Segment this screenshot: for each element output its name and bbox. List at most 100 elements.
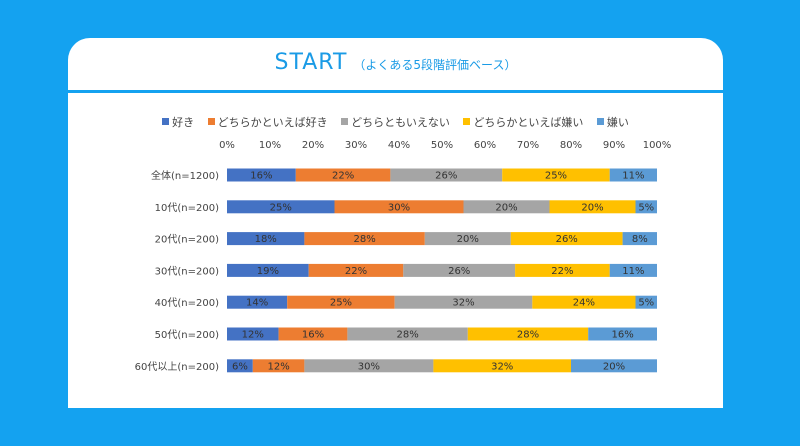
- bar-segment: [227, 327, 279, 341]
- category-label: 20代(n=200): [155, 234, 219, 246]
- bar-segment: [433, 359, 571, 373]
- legend-swatch: [341, 118, 349, 125]
- x-tick-label: 0%: [219, 140, 235, 151]
- bar-segment: [532, 295, 636, 309]
- category-label: 50代(n=200): [155, 329, 219, 341]
- category-label: 40代(n=200): [155, 297, 219, 309]
- data-label: 16%: [302, 330, 324, 341]
- legend-swatch: [207, 118, 215, 125]
- bar-segment: [227, 200, 335, 214]
- legend-item: 嫌い: [596, 114, 629, 130]
- data-label: 30%: [358, 361, 380, 372]
- legend-label: 好き: [172, 116, 195, 129]
- data-label: 20%: [603, 361, 625, 372]
- bar-segment: [227, 232, 305, 246]
- title-subtitle: （よくある5段階評価ベース）: [353, 58, 517, 72]
- data-label: 32%: [491, 361, 513, 372]
- bar-segment: [510, 232, 623, 246]
- category-label: 60代以上(n=200): [135, 361, 219, 373]
- data-label: 18%: [255, 234, 277, 245]
- x-tick-label: 60%: [474, 140, 496, 151]
- bar-segment: [287, 295, 395, 309]
- title-divider: [68, 90, 723, 93]
- bar-segment: [227, 168, 296, 182]
- data-label: 20%: [457, 234, 479, 245]
- x-tick-label: 90%: [603, 140, 625, 151]
- bar-segment: [308, 263, 404, 277]
- legend-swatch: [463, 118, 471, 125]
- x-tick-label: 70%: [517, 140, 539, 151]
- bar-segment: [609, 168, 657, 182]
- category-label: 全体(n=1200): [151, 169, 219, 182]
- data-label: 28%: [517, 330, 539, 341]
- bar-segment: [295, 168, 391, 182]
- bar-segment: [588, 327, 657, 341]
- x-tick-label: 20%: [302, 140, 324, 151]
- data-label: 26%: [435, 171, 457, 182]
- bar-segment: [515, 263, 610, 277]
- data-label: 28%: [396, 330, 418, 341]
- data-label: 5%: [638, 298, 654, 309]
- data-label: 16%: [611, 330, 633, 341]
- data-label: 20%: [581, 202, 603, 213]
- legend-label: どちらともいえない: [351, 116, 450, 129]
- bar-segment: [502, 168, 610, 182]
- x-tick-label: 80%: [560, 140, 582, 151]
- bar-segment: [252, 359, 305, 373]
- bar-segment: [549, 200, 636, 214]
- bar-segment: [635, 200, 657, 214]
- legend-item: どちらかといえば好き: [207, 114, 328, 130]
- data-label: 19%: [257, 266, 279, 277]
- data-label: 22%: [551, 266, 573, 277]
- data-label: 11%: [622, 171, 644, 182]
- x-tick-label: 30%: [345, 140, 367, 151]
- bar-segment: [571, 359, 657, 373]
- bar-segment: [403, 263, 516, 277]
- bar-segment: [467, 327, 589, 341]
- legend-label: 嫌い: [606, 116, 629, 129]
- bar-segment: [334, 200, 464, 214]
- x-tick-label: 10%: [259, 140, 281, 151]
- data-label: 25%: [545, 171, 567, 182]
- legend-swatch: [162, 118, 170, 125]
- data-label: 12%: [242, 330, 264, 341]
- data-label: 8%: [632, 234, 648, 245]
- data-label: 5%: [638, 202, 654, 213]
- data-label: 25%: [330, 298, 352, 309]
- title-main: START: [274, 50, 348, 75]
- data-label: 26%: [448, 266, 470, 277]
- data-label: 16%: [250, 171, 272, 182]
- bar-segment: [304, 232, 425, 246]
- data-label: 11%: [622, 266, 644, 277]
- bar-segment: [390, 168, 503, 182]
- legend-swatch: [596, 118, 604, 125]
- data-label: 14%: [246, 298, 268, 309]
- bar-segment: [463, 200, 550, 214]
- data-label: 22%: [345, 266, 367, 277]
- legend-item: どちらかといえば嫌い: [463, 114, 583, 130]
- data-label: 25%: [270, 202, 292, 213]
- bar-segment: [635, 295, 657, 309]
- x-tick-label: 100%: [643, 140, 672, 151]
- bar-segment: [622, 232, 657, 246]
- data-label: 22%: [332, 171, 354, 182]
- data-label: 6%: [232, 361, 248, 372]
- bar-segment: [304, 359, 434, 373]
- data-label: 20%: [495, 202, 517, 213]
- data-label: 28%: [353, 234, 375, 245]
- bar-segment: [394, 295, 533, 309]
- bar-segment: [609, 263, 657, 277]
- legend-item: どちらともいえない: [341, 114, 450, 130]
- data-label: 32%: [452, 298, 474, 309]
- bar-segment: [227, 359, 253, 373]
- bar-segment: [347, 327, 468, 341]
- bar-segment: [278, 327, 348, 341]
- bar-segment: [227, 263, 309, 277]
- legend-item: 好き: [162, 114, 194, 130]
- data-label: 26%: [556, 234, 578, 245]
- x-tick-label: 50%: [431, 140, 453, 151]
- data-label: 30%: [388, 202, 410, 213]
- bar-segment: [227, 295, 288, 309]
- data-label: 12%: [267, 361, 289, 372]
